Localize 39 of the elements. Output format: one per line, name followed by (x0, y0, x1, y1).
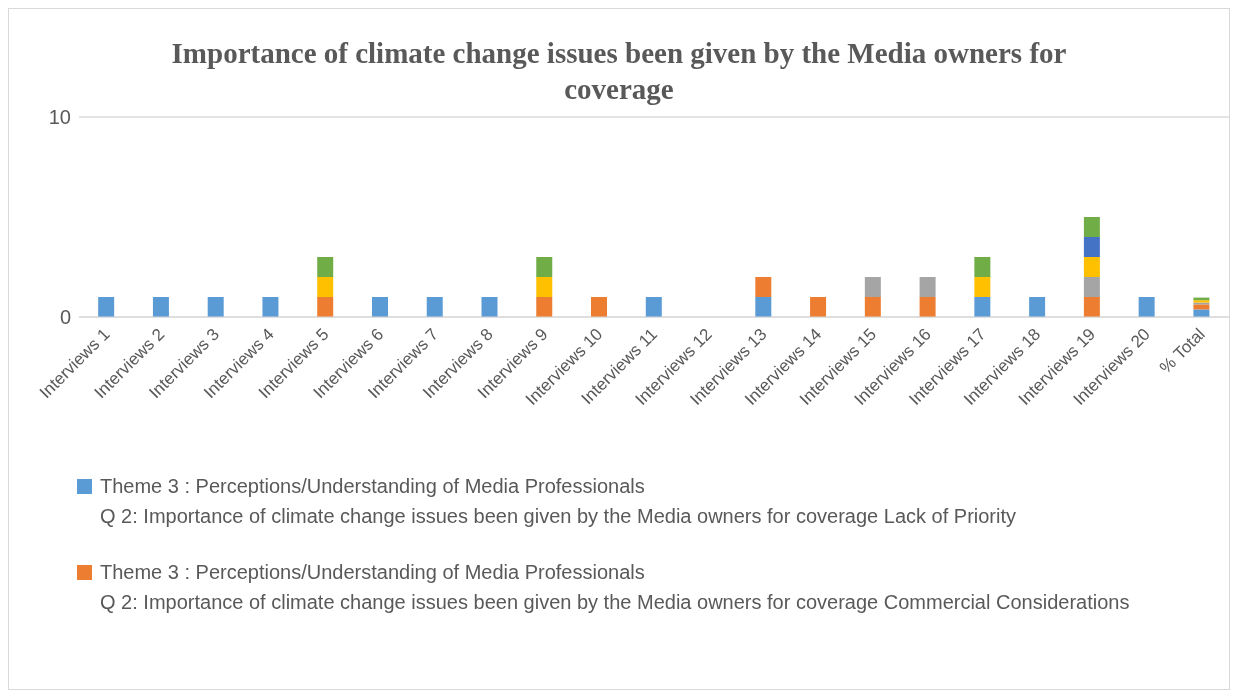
bar (207, 297, 224, 317)
bar (864, 277, 881, 297)
bar (1029, 297, 1046, 317)
bar (262, 297, 279, 317)
bar (1083, 257, 1100, 277)
bar (1083, 277, 1100, 297)
bar (1193, 304, 1210, 310)
bar (317, 277, 334, 297)
bar (1193, 309, 1210, 317)
bar (1083, 217, 1100, 237)
bar (1138, 297, 1155, 317)
bar (426, 297, 443, 317)
bar (317, 257, 334, 277)
bar (591, 297, 608, 317)
bar (919, 277, 936, 297)
bar (755, 297, 772, 317)
bar (974, 297, 991, 317)
bar (864, 297, 881, 317)
y-tick-label: 0 (59, 306, 71, 329)
bar (1083, 297, 1100, 317)
bar (536, 257, 553, 277)
legend-label: Theme 3 : Perceptions/Understanding of Media Professionals Q 2: Importance of climate change issues been given by the Media owners for coverage Commercial Considerations (100, 560, 1130, 615)
bar (98, 297, 115, 317)
bar (481, 297, 498, 317)
bar (974, 257, 991, 277)
bar (645, 297, 662, 317)
y-tick-label: 10 (48, 106, 71, 129)
bar (919, 297, 936, 317)
bar (152, 297, 169, 317)
legend-label: Theme 3 : Perceptions/Understanding of Media Professionals Q 2: Importance of climate change issues been given by the Media owners for coverage Lack of Priority (100, 474, 1017, 529)
bar (371, 297, 388, 317)
bar (1083, 237, 1100, 257)
bar (536, 297, 553, 317)
bar (974, 277, 991, 297)
chart-title: Importance of climate change issues been given by the Media owners for coverage (170, 36, 1068, 107)
bar (317, 297, 334, 317)
bar (810, 297, 827, 317)
bar (755, 277, 772, 297)
bar (536, 277, 553, 297)
